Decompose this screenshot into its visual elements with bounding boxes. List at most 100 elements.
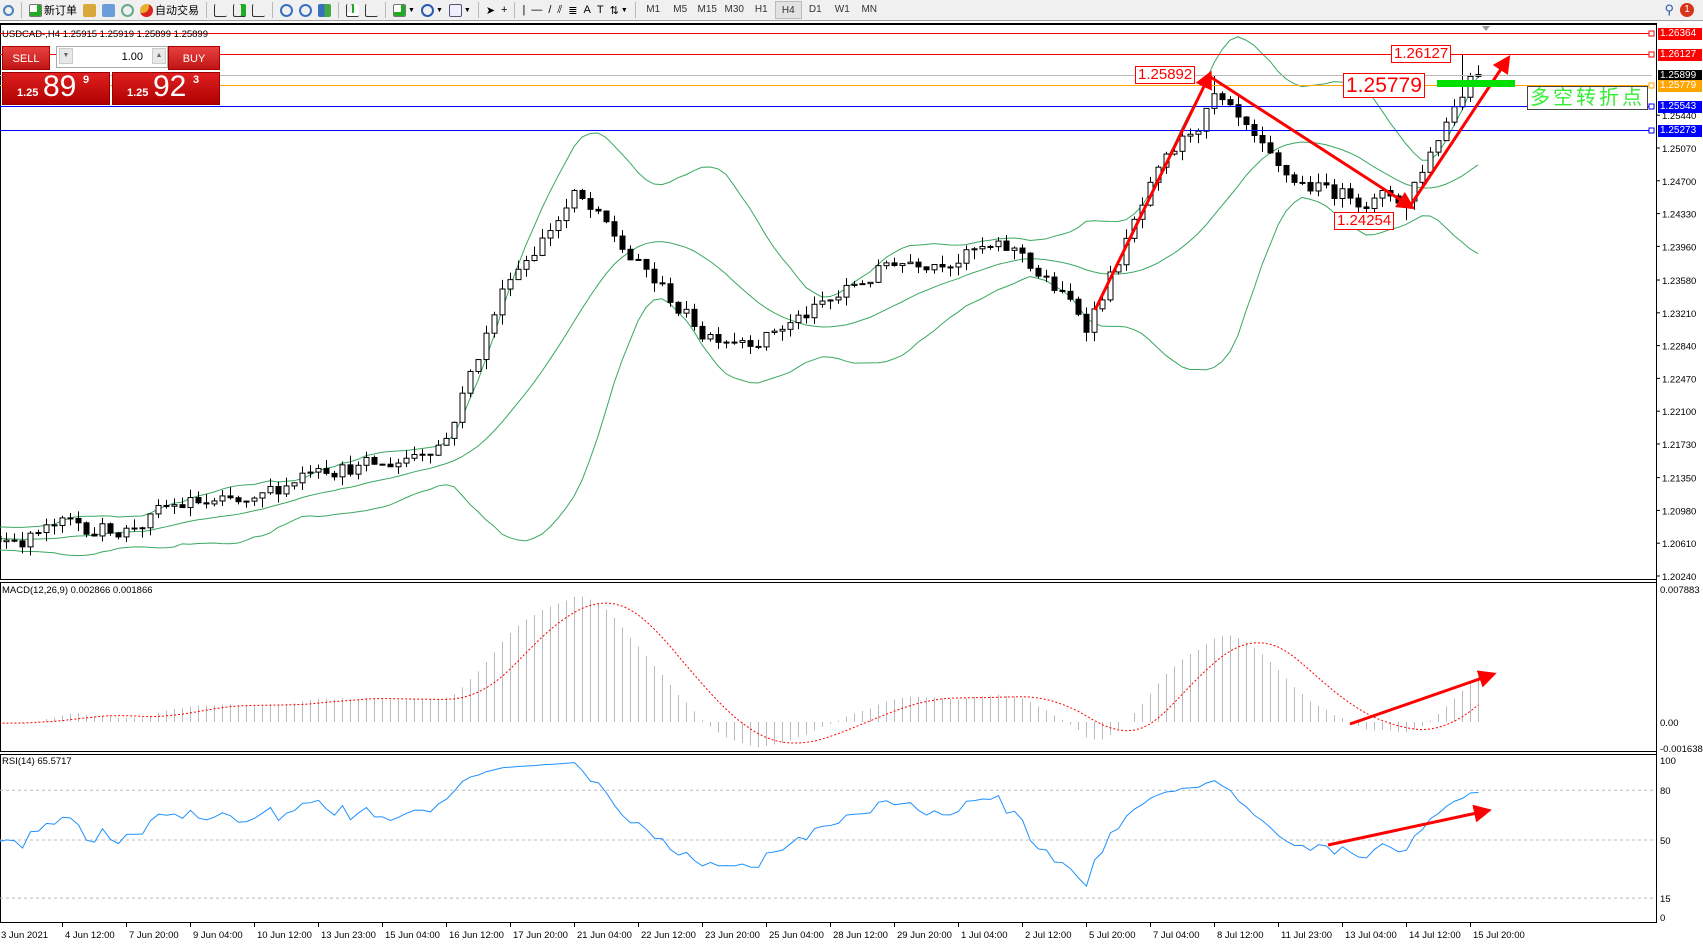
candle: [555, 216, 562, 239]
candle: [371, 455, 378, 465]
lot-increase-button[interactable]: ▲: [152, 48, 166, 64]
sell-price-button[interactable]: 1.25 89 9: [2, 70, 110, 105]
candle: [1315, 173, 1322, 197]
tile-icon: [318, 3, 331, 17]
candle: [115, 531, 122, 540]
candle-body: [123, 527, 130, 538]
sell-button[interactable]: SELL: [2, 46, 50, 70]
price-tag: 1.26127: [1658, 48, 1702, 61]
auto-scroll-button[interactable]: [343, 1, 362, 20]
data-window-button[interactable]: [80, 1, 99, 20]
candle-body: [1219, 93, 1226, 101]
candle: [83, 521, 90, 538]
candle: [1179, 133, 1186, 161]
vertical-line-button[interactable]: |: [519, 1, 528, 20]
text-label-button[interactable]: T: [594, 1, 607, 20]
candle: [627, 245, 634, 261]
trendline-button[interactable]: /: [545, 1, 554, 20]
candle: [1307, 176, 1314, 195]
crosshair-button[interactable]: +: [498, 1, 510, 20]
candle: [947, 264, 954, 277]
zoom-icon[interactable]: [0, 1, 17, 20]
time-tick-label: 2 Jul 12:00: [1025, 930, 1071, 941]
notifications-button[interactable]: 1: [1677, 1, 1697, 20]
periods-button[interactable]: ▼: [418, 1, 446, 20]
candle-body: [307, 471, 314, 474]
candle-body: [267, 485, 274, 494]
candle-body: [715, 334, 722, 343]
horizontal-line-button[interactable]: —: [528, 1, 545, 20]
candle: [1067, 283, 1074, 302]
auto-trading-button[interactable]: 自动交易: [137, 1, 202, 20]
trough-price-label[interactable]: 1.24254: [1334, 212, 1395, 230]
timeframe-w1[interactable]: W1: [834, 4, 850, 15]
templates-button[interactable]: ▼: [446, 1, 474, 20]
new-order-icon: [29, 3, 42, 17]
pivot-zone-marker[interactable]: [1437, 80, 1515, 87]
timeframe-m30[interactable]: M30: [724, 4, 744, 15]
candle-body: [59, 517, 66, 526]
tile-windows-button[interactable]: [315, 1, 334, 20]
time-tick-label: 23 Jun 20:00: [705, 930, 760, 941]
buy-price-button[interactable]: 1.25 92 3: [112, 70, 220, 105]
timeframe-h4[interactable]: H4: [774, 1, 802, 19]
rsi-plot: [0, 762, 1656, 899]
candle: [459, 386, 466, 429]
candle-body: [691, 308, 698, 327]
crosshair-icon: +: [501, 4, 508, 16]
candle: [939, 255, 946, 273]
line-chart-button[interactable]: [249, 1, 268, 20]
candle: [739, 337, 746, 349]
lot-decrease-button[interactable]: ▼: [59, 48, 73, 64]
candle: [707, 332, 714, 342]
bar-chart-button[interactable]: [211, 1, 230, 20]
text-button[interactable]: A: [581, 1, 594, 20]
candle: [643, 258, 650, 278]
candle-body: [1067, 290, 1074, 300]
signals-button[interactable]: [118, 1, 137, 20]
timeframe-mn[interactable]: MN: [861, 4, 878, 15]
cursor-button[interactable]: ➤: [483, 1, 498, 20]
timeframe-m1[interactable]: M1: [646, 4, 661, 15]
candle-body: [355, 464, 362, 475]
candle-body: [155, 504, 162, 515]
candle: [379, 463, 386, 466]
candlestick-button[interactable]: [230, 1, 249, 20]
candle: [723, 340, 730, 349]
pivot-price-label[interactable]: 1.25779: [1343, 73, 1425, 98]
timeframe-m15[interactable]: M15: [697, 4, 717, 15]
macd-axis-label: -0.001638: [1660, 744, 1703, 755]
macd-label: MACD(12,26,9) 0.002866 0.001866: [2, 585, 153, 596]
candle: [531, 246, 538, 262]
channel-button[interactable]: ⫽: [554, 1, 565, 20]
candle-body: [147, 513, 154, 529]
time-tick-label: 17 Jun 20:00: [513, 930, 568, 941]
pivot-text-label[interactable]: 多空转折点: [1527, 86, 1648, 110]
new-order-button[interactable]: 新订单: [26, 1, 80, 20]
candle-body: [19, 540, 26, 548]
peak-price-label[interactable]: 1.25892: [1135, 66, 1196, 84]
price-tag: 1.25273: [1658, 124, 1702, 137]
arrows-button[interactable]: ⇅ ▼: [609, 4, 628, 17]
timeframe-h1[interactable]: H1: [754, 4, 768, 15]
lot-size-input[interactable]: 1.00: [56, 46, 168, 68]
timeframe-m5[interactable]: M5: [673, 4, 688, 15]
zoom-out-button[interactable]: [296, 1, 315, 20]
indicators-icon: [393, 3, 406, 17]
buy-button[interactable]: BUY: [168, 46, 220, 70]
timeframe-d1[interactable]: D1: [808, 4, 822, 15]
candle: [1347, 182, 1354, 205]
fibonacci-button[interactable]: ≣: [565, 1, 580, 20]
candle: [1043, 269, 1050, 283]
candle-body: [323, 468, 330, 474]
chart-shift-button[interactable]: [362, 1, 381, 20]
zoom-in-button[interactable]: [277, 1, 296, 20]
search-button[interactable]: ⚲: [1661, 1, 1677, 20]
indicators-button[interactable]: ▼: [390, 1, 418, 20]
candle-body: [107, 523, 114, 534]
high-price-label[interactable]: 1.26127: [1391, 45, 1452, 63]
navigator-button[interactable]: [99, 1, 118, 20]
candle: [227, 487, 234, 500]
rsi-axis-label: 80: [1660, 786, 1671, 797]
